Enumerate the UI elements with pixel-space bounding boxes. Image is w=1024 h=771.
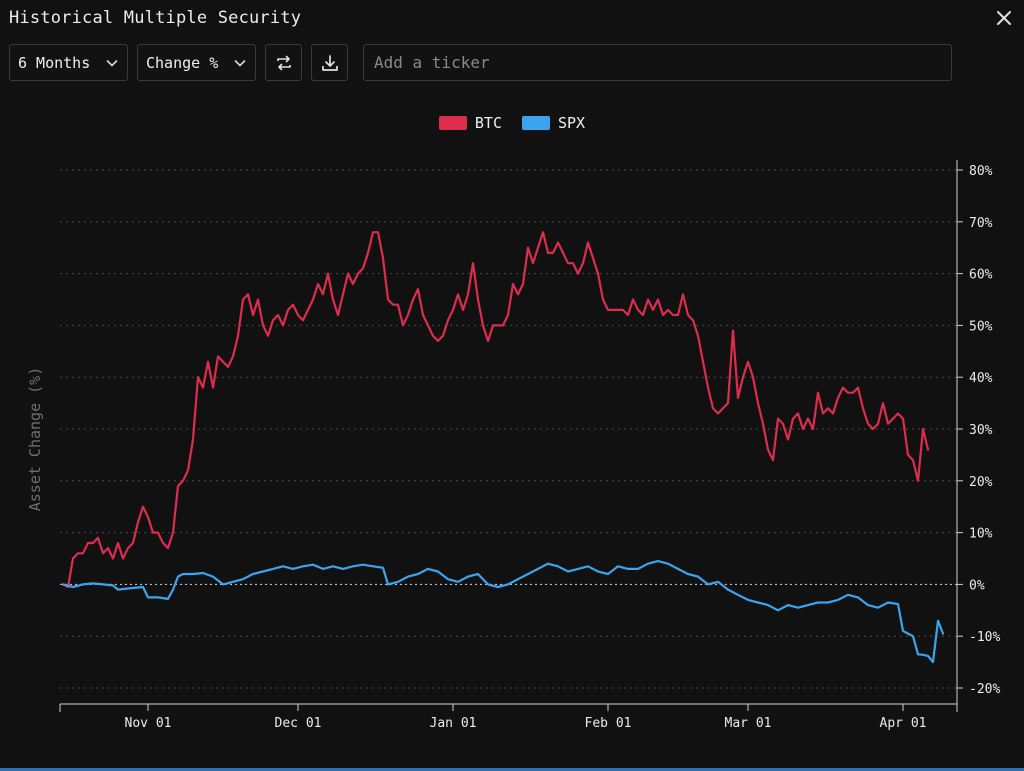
legend-swatch-spx bbox=[522, 116, 550, 130]
y-tick-label: 80% bbox=[969, 164, 993, 179]
legend-item-spx[interactable]: SPX bbox=[522, 114, 585, 132]
metric-select-label: Change % bbox=[146, 53, 219, 72]
metric-select[interactable]: Change % bbox=[137, 44, 256, 81]
x-tick-label: Dec 01 bbox=[275, 716, 322, 731]
y-tick-label: 70% bbox=[969, 216, 993, 231]
x-tick-label: Jan 01 bbox=[430, 716, 477, 731]
download-icon bbox=[321, 54, 338, 71]
download-button[interactable] bbox=[311, 44, 348, 81]
y-tick-label: 30% bbox=[969, 423, 993, 438]
chevron-down-icon bbox=[234, 59, 246, 67]
ticker-input[interactable] bbox=[363, 44, 952, 81]
y-axis-label: Asset Change (%) bbox=[26, 367, 44, 512]
x-tick-label: Nov 01 bbox=[125, 716, 172, 731]
legend-item-btc[interactable]: BTC bbox=[438, 114, 502, 132]
swap-button[interactable] bbox=[265, 44, 302, 81]
y-tick-label: 60% bbox=[969, 268, 993, 283]
chart-legend: BTC SPX bbox=[0, 114, 1024, 132]
period-select[interactable]: 6 Months bbox=[9, 44, 128, 81]
x-tick-label: Feb 01 bbox=[585, 716, 632, 731]
chevron-down-icon bbox=[106, 59, 118, 67]
window-title: Historical Multiple Security bbox=[9, 8, 302, 28]
series-line-btc bbox=[61, 231, 930, 589]
y-tick-label: 50% bbox=[969, 319, 993, 334]
bottom-accent-bar bbox=[0, 768, 1024, 771]
toolbar: 6 Months Change % bbox=[9, 44, 952, 81]
legend-swatch-btc bbox=[438, 116, 467, 130]
y-tick-label: 40% bbox=[969, 371, 993, 386]
y-tick-label: 0% bbox=[969, 578, 985, 593]
close-icon[interactable] bbox=[994, 8, 1014, 28]
series-line-spx bbox=[61, 560, 945, 664]
y-tick-label: 10% bbox=[969, 527, 993, 542]
y-tick-label: -20% bbox=[969, 682, 1000, 697]
x-tick-label: Mar 01 bbox=[725, 716, 772, 731]
period-select-label: 6 Months bbox=[18, 53, 91, 72]
x-tick-label: Apr 01 bbox=[880, 716, 927, 731]
swap-icon bbox=[276, 54, 291, 71]
y-tick-label: 20% bbox=[969, 475, 993, 490]
legend-label-btc: BTC bbox=[474, 114, 502, 132]
y-tick-label: -10% bbox=[969, 630, 1000, 645]
legend-label-spx: SPX bbox=[558, 114, 586, 132]
